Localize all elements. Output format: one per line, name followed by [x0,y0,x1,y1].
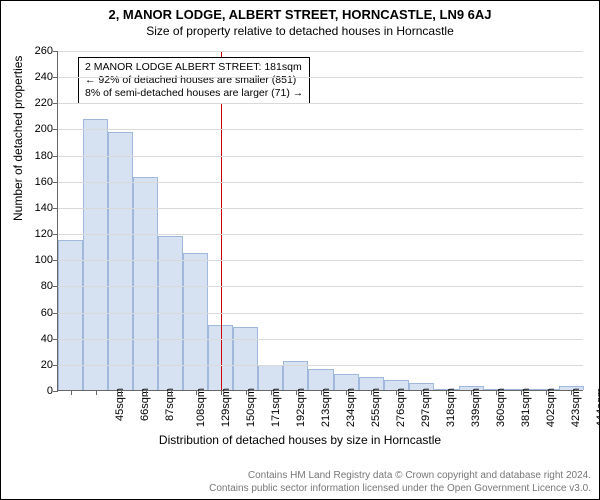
x-tick-label: 255sqm [364,388,382,427]
x-tick-label: 318sqm [439,388,457,427]
x-tick-mark [171,390,172,395]
x-axis-label: Distribution of detached houses by size … [1,433,599,447]
annotation-line-3: 8% of semi-detached houses are larger (7… [85,87,303,100]
grid-line [58,313,583,314]
y-tick-label: 260 [35,45,58,57]
x-tick-mark [496,390,497,395]
x-tick-label: 339sqm [464,388,482,427]
x-tick-mark [121,390,122,395]
x-tick-label: 66sqm [133,388,151,421]
y-tick-label: 80 [41,280,58,292]
y-tick-label: 200 [35,123,58,135]
x-tick-label: 402sqm [539,388,557,427]
x-tick-mark [321,390,322,395]
bar [233,327,258,390]
x-tick-label: 276sqm [389,388,407,427]
x-tick-label: 87sqm [158,388,176,421]
plot-area: 2 MANOR LODGE ALBERT STREET: 181sqm ← 92… [57,51,583,391]
grid-line [58,103,583,104]
bar [258,365,283,390]
x-tick-label: 108sqm [189,388,207,427]
grid-line [58,129,583,130]
x-tick-mark [346,390,347,395]
x-tick-mark [421,390,422,395]
x-tick-label: 423sqm [565,388,583,427]
x-tick-mark [221,390,222,395]
grid-line [58,51,583,52]
y-tick-label: 160 [35,176,58,188]
x-tick-label: 360sqm [489,388,507,427]
annotation-box: 2 MANOR LODGE ALBERT STREET: 181sqm ← 92… [78,57,310,104]
x-tick-mark [446,390,447,395]
page-title: 2, MANOR LODGE, ALBERT STREET, HORNCASTL… [1,1,599,22]
page-subtitle: Size of property relative to detached ho… [1,22,599,42]
grid-line [58,286,583,287]
x-tick-label: 234sqm [339,388,357,427]
x-tick-label: 45sqm [108,388,126,421]
x-tick-label: 171sqm [264,388,282,427]
x-tick-mark [471,390,472,395]
y-tick-label: 100 [35,254,58,266]
grid-line [58,339,583,340]
x-tick-label: 192sqm [289,388,307,427]
grid-line [58,365,583,366]
annotation-line-2: ← 92% of detached houses are smaller (85… [85,74,303,87]
x-tick-mark [296,390,297,395]
y-tick-label: 180 [35,150,58,162]
grid-line [58,77,583,78]
y-tick-label: 40 [41,333,58,345]
footer-line-1: Contains HM Land Registry data © Crown c… [209,470,591,483]
y-tick-label: 60 [41,307,58,319]
x-tick-mark [196,390,197,395]
x-tick-label: 444sqm [590,388,600,427]
bar [183,253,208,390]
x-tick-mark [396,390,397,395]
y-tick-label: 140 [35,202,58,214]
x-tick-mark [146,390,147,395]
x-tick-label: 213sqm [314,388,332,427]
x-tick-mark [71,390,72,395]
y-tick-label: 0 [47,385,58,397]
grid-line [58,156,583,157]
x-tick-mark [521,390,522,395]
footer-line-2: Contains public sector information licen… [209,483,591,496]
y-tick-label: 120 [35,228,58,240]
x-tick-label: 129sqm [214,388,232,427]
grid-line [58,234,583,235]
x-tick-mark [571,390,572,395]
y-axis-label: Number of detached properties [11,56,25,221]
x-tick-mark [271,390,272,395]
x-tick-mark [246,390,247,395]
x-tick-label: 150sqm [239,388,257,427]
grid-line [58,260,583,261]
y-tick-label: 240 [35,71,58,83]
x-tick-label: 381sqm [514,388,532,427]
chart-container: 2, MANOR LODGE, ALBERT STREET, HORNCASTL… [0,0,600,500]
bar [83,119,108,390]
footer-attribution: Contains HM Land Registry data © Crown c… [209,470,591,495]
x-tick-mark [371,390,372,395]
annotation-line-1: 2 MANOR LODGE ALBERT STREET: 181sqm [85,61,303,74]
y-tick-label: 220 [35,97,58,109]
y-tick-label: 20 [41,359,58,371]
x-tick-mark [546,390,547,395]
x-tick-label: 297sqm [414,388,432,427]
x-tick-mark [96,390,97,395]
bar [58,240,83,390]
grid-line [58,208,583,209]
bar [308,369,333,390]
grid-line [58,182,583,183]
